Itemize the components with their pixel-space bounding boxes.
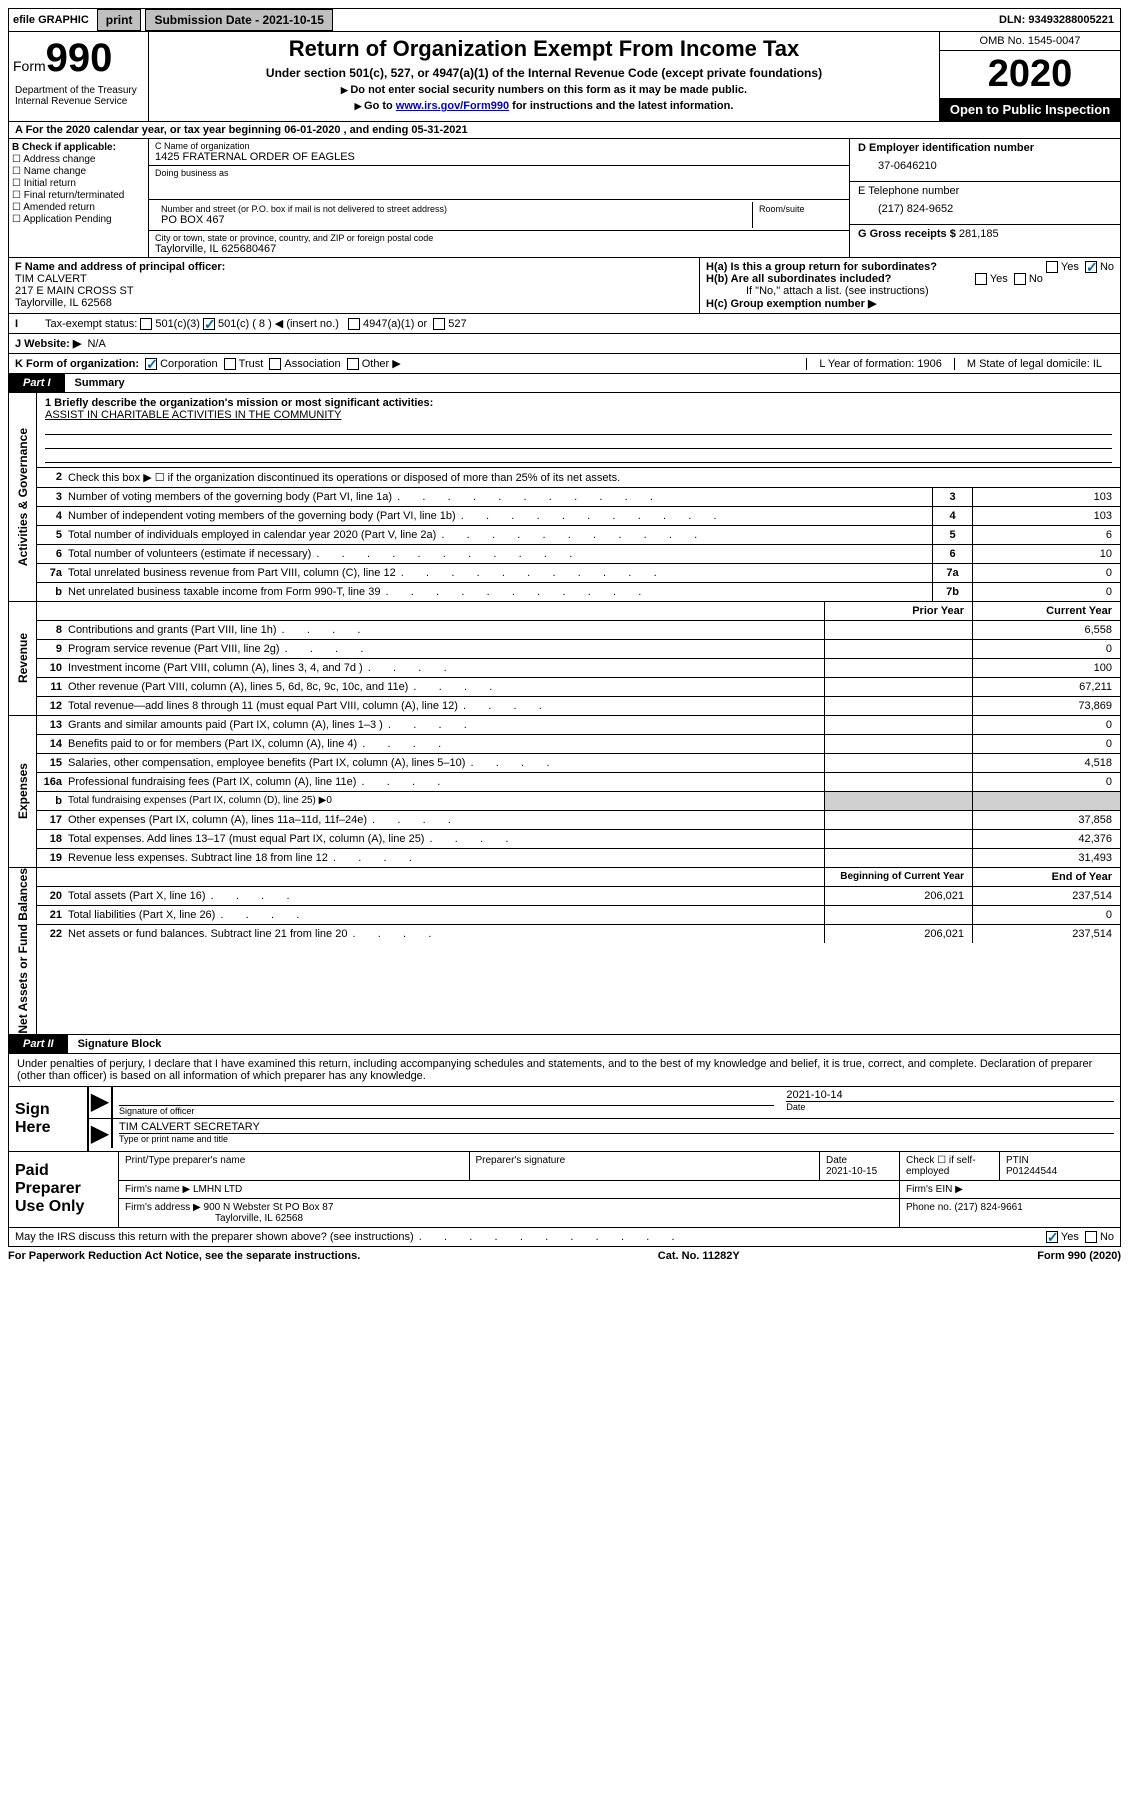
table-row: 18Total expenses. Add lines 13–17 (must … xyxy=(37,830,1120,849)
table-row: 7aTotal unrelated business revenue from … xyxy=(37,564,1120,583)
table-row: 3Number of voting members of the governi… xyxy=(37,488,1120,507)
row-a-period: A For the 2020 calendar year, or tax yea… xyxy=(8,122,1121,139)
table-row: 20Total assets (Part X, line 16)206,0212… xyxy=(37,887,1120,906)
table-row: 14Benefits paid to or for members (Part … xyxy=(37,735,1120,754)
table-row: 6Total number of volunteers (estimate if… xyxy=(37,545,1120,564)
note-ssn: Do not enter social security numbers on … xyxy=(157,84,931,96)
dln-label: DLN: 93493288005221 xyxy=(999,14,1120,26)
ha-no[interactable] xyxy=(1085,261,1097,273)
prep-phone: (217) 824-9661 xyxy=(954,1202,1022,1213)
print-button[interactable]: print xyxy=(97,9,142,31)
netassets-block: Net Assets or Fund Balances Beginning of… xyxy=(8,868,1121,1035)
table-row: 15Salaries, other compensation, employee… xyxy=(37,754,1120,773)
hb-no[interactable] xyxy=(1014,273,1026,285)
ein: 37-0646210 xyxy=(858,154,1112,178)
table-row: 12Total revenue—add lines 8 through 11 (… xyxy=(37,697,1120,715)
col-c-org: C Name of organization1425 FRATERNAL ORD… xyxy=(149,139,850,257)
firm-name: LMHN LTD xyxy=(193,1184,242,1195)
part-i-header: Part I Summary xyxy=(8,374,1121,393)
domicile: M State of legal domicile: IL xyxy=(954,358,1114,370)
table-row: 9Program service revenue (Part VIII, lin… xyxy=(37,640,1120,659)
table-row: 8Contributions and grants (Part VIII, li… xyxy=(37,621,1120,640)
table-row: 19Revenue less expenses. Subtract line 1… xyxy=(37,849,1120,867)
table-row: 10Investment income (Part VIII, column (… xyxy=(37,659,1120,678)
gov-block: Activities & Governance 1 Briefly descri… xyxy=(8,393,1121,602)
page-title: Return of Organization Exempt From Incom… xyxy=(157,36,931,62)
footer: For Paperwork Reduction Act Notice, see … xyxy=(8,1247,1121,1265)
corp-checkbox[interactable] xyxy=(145,358,157,370)
form-number: 990 xyxy=(46,36,113,80)
col-b-checkboxes: B Check if applicable: ☐ Address change … xyxy=(9,139,149,257)
table-row: 22Net assets or fund balances. Subtract … xyxy=(37,925,1120,943)
ptin: P01244544 xyxy=(1006,1166,1057,1177)
gross-receipts: 281,185 xyxy=(959,228,999,240)
submission-date-button[interactable]: Submission Date - 2021-10-15 xyxy=(145,9,332,31)
discuss-no[interactable] xyxy=(1085,1231,1097,1243)
phone: (217) 824-9652 xyxy=(858,197,1112,221)
subtitle: Under section 501(c), 527, or 4947(a)(1)… xyxy=(157,66,931,80)
perjury-declaration: Under penalties of perjury, I declare th… xyxy=(8,1054,1121,1087)
501c-checkbox[interactable] xyxy=(203,318,215,330)
ha-yes[interactable] xyxy=(1046,261,1058,273)
part-ii-header: Part II Signature Block xyxy=(8,1035,1121,1054)
row-k-org-form: K Form of organization: Corporation Trus… xyxy=(8,354,1121,374)
row-j-website: J Website: ▶ N/A xyxy=(8,334,1121,354)
table-row: 4Number of independent voting members of… xyxy=(37,507,1120,526)
form990-link[interactable]: www.irs.gov/Form990 xyxy=(396,100,509,112)
table-row: bNet unrelated business taxable income f… xyxy=(37,583,1120,601)
form-word: Form xyxy=(13,58,46,74)
form-header: Form990 Department of the Treasury Inter… xyxy=(8,32,1121,122)
note-link: Go to www.irs.gov/Form990 for instructio… xyxy=(157,100,931,112)
revenue-block: Revenue Prior YearCurrent Year 8Contribu… xyxy=(8,602,1121,716)
sign-here-block: Sign Here ▶ Signature of officer 2021-10… xyxy=(8,1087,1121,1152)
table-row: 21Total liabilities (Part X, line 26)0 xyxy=(37,906,1120,925)
mission: ASSIST IN CHARITABLE ACTIVITIES IN THE C… xyxy=(45,409,1112,421)
entity-block: B Check if applicable: ☐ Address change … xyxy=(8,139,1121,258)
efile-label: efile GRAPHIC xyxy=(9,14,93,26)
sign-arrow-icon: ▶ xyxy=(89,1119,113,1148)
table-row: bTotal fundraising expenses (Part IX, co… xyxy=(37,792,1120,811)
year-formation: L Year of formation: 1906 xyxy=(806,358,954,370)
hb-yes[interactable] xyxy=(975,273,987,285)
org-name: 1425 FRATERNAL ORDER OF EAGLES xyxy=(155,151,843,163)
tax-year: 2020 xyxy=(940,51,1120,98)
website-val: N/A xyxy=(87,338,105,350)
sig-date: 2021-10-14 xyxy=(786,1089,1114,1101)
open-public: Open to Public Inspection xyxy=(940,98,1120,121)
omb-number: OMB No. 1545-0047 xyxy=(940,32,1120,51)
paid-preparer-block: Paid Preparer Use Only Print/Type prepar… xyxy=(8,1152,1121,1228)
table-row: 5Total number of individuals employed in… xyxy=(37,526,1120,545)
street: PO BOX 467 xyxy=(161,214,746,226)
officer-sig-name: TIM CALVERT SECRETARY xyxy=(119,1121,1114,1133)
officer-name: TIM CALVERT xyxy=(15,273,693,285)
topbar: efile GRAPHIC print Submission Date - 20… xyxy=(8,8,1121,32)
expenses-block: Expenses 13Grants and similar amounts pa… xyxy=(8,716,1121,868)
sign-arrow-icon: ▶ xyxy=(89,1087,113,1118)
col-d-ids: D Employer identification number37-06462… xyxy=(850,139,1120,257)
discuss-row: May the IRS discuss this return with the… xyxy=(8,1228,1121,1247)
table-row: 17Other expenses (Part IX, column (A), l… xyxy=(37,811,1120,830)
table-row: 11Other revenue (Part VIII, column (A), … xyxy=(37,678,1120,697)
row-f-h: F Name and address of principal officer:… xyxy=(8,258,1121,314)
row-i-tax-status: I Tax-exempt status: 501(c)(3) 501(c) ( … xyxy=(8,314,1121,334)
table-row: 16aProfessional fundraising fees (Part I… xyxy=(37,773,1120,792)
table-row: 13Grants and similar amounts paid (Part … xyxy=(37,716,1120,735)
dept-label: Department of the Treasury Internal Reve… xyxy=(13,81,144,111)
city: Taylorville, IL 625680467 xyxy=(155,243,843,255)
discuss-yes[interactable] xyxy=(1046,1231,1058,1243)
